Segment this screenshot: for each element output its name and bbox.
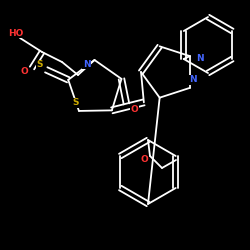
Text: N: N — [189, 75, 197, 84]
Text: O: O — [130, 106, 138, 114]
Text: HO: HO — [8, 28, 24, 38]
Text: S: S — [73, 98, 79, 108]
Text: O: O — [140, 156, 148, 164]
Text: N: N — [83, 60, 90, 68]
Text: O: O — [20, 68, 28, 76]
Text: N: N — [196, 54, 204, 63]
Text: S: S — [36, 60, 43, 69]
